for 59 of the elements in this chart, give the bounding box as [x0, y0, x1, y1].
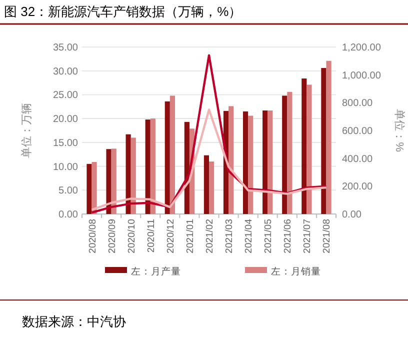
bar	[306, 84, 312, 214]
y2-tick-label: 1,000.00	[342, 70, 382, 82]
bar	[268, 110, 273, 214]
x-tick-label: 2021/03	[224, 219, 236, 254]
bar	[145, 120, 150, 214]
bar	[242, 111, 248, 214]
y-tick-label: 0.00	[58, 210, 78, 220]
y-tick-label: 10.00	[52, 162, 78, 173]
bar	[150, 118, 156, 214]
bar	[170, 96, 176, 214]
x-tick-label: 2021/08	[322, 219, 333, 254]
x-tick-label: 2020/09	[106, 219, 118, 254]
bar	[302, 78, 307, 214]
bar	[326, 60, 332, 214]
y2-tick-label: 200.00	[342, 182, 374, 193]
x-tick-label: 2021/02	[204, 219, 216, 254]
y-tick-label: 5.00	[58, 186, 78, 197]
legend-label: 左：月销量	[271, 266, 321, 278]
bar	[204, 155, 209, 214]
x-tick-label: 2021/04	[244, 219, 255, 254]
x-tick-label: 2021/01	[184, 219, 196, 254]
bar	[321, 68, 326, 214]
y2-tick-label: 800.00	[342, 98, 374, 110]
source-note: 数据来源：中汽协	[22, 314, 126, 329]
y-tick-label: 35.00	[52, 42, 78, 54]
chart-title: 图 32：新能源汽车产销数据（万辆，%）	[4, 4, 242, 19]
bar	[92, 162, 97, 214]
x-tick-label: 2021/07	[302, 219, 314, 254]
y-tick-label: 25.00	[52, 90, 78, 102]
line-series	[90, 54, 328, 214]
line-series	[90, 108, 328, 211]
y-axis-title: 单位：万辆	[20, 103, 33, 158]
bar	[248, 116, 254, 214]
y2-tick-label: 0.00	[342, 210, 362, 220]
bar	[164, 101, 170, 214]
bar	[287, 92, 292, 214]
y2-tick-label: 400.00	[342, 154, 374, 165]
x-tick-label: 2020/12	[165, 219, 176, 254]
y2-tick-label: 600.00	[342, 126, 374, 137]
bar	[209, 162, 214, 214]
x-tick-label: 2020/08	[87, 219, 98, 254]
bar	[126, 134, 131, 214]
bar	[106, 149, 112, 214]
legend-label: 左：月产量	[131, 266, 181, 278]
x-tick-label: 2020/10	[126, 219, 138, 254]
bar	[86, 164, 92, 214]
y-tick-label: 15.00	[52, 138, 78, 149]
y-tick-label: 20.00	[52, 114, 78, 126]
x-tick-label: 2021/05	[263, 219, 274, 254]
bar	[262, 110, 268, 214]
bar	[111, 148, 116, 214]
x-tick-label: 2021/06	[282, 219, 294, 254]
y-tick-label: 30.00	[52, 66, 78, 78]
x-tick-label: 2020/11	[146, 219, 157, 253]
y2-tick-label: 1,200.00	[342, 42, 382, 54]
bar	[228, 106, 234, 214]
y2-axis-title: 单位：%	[393, 109, 406, 152]
bar	[282, 96, 288, 214]
bar	[130, 138, 136, 214]
